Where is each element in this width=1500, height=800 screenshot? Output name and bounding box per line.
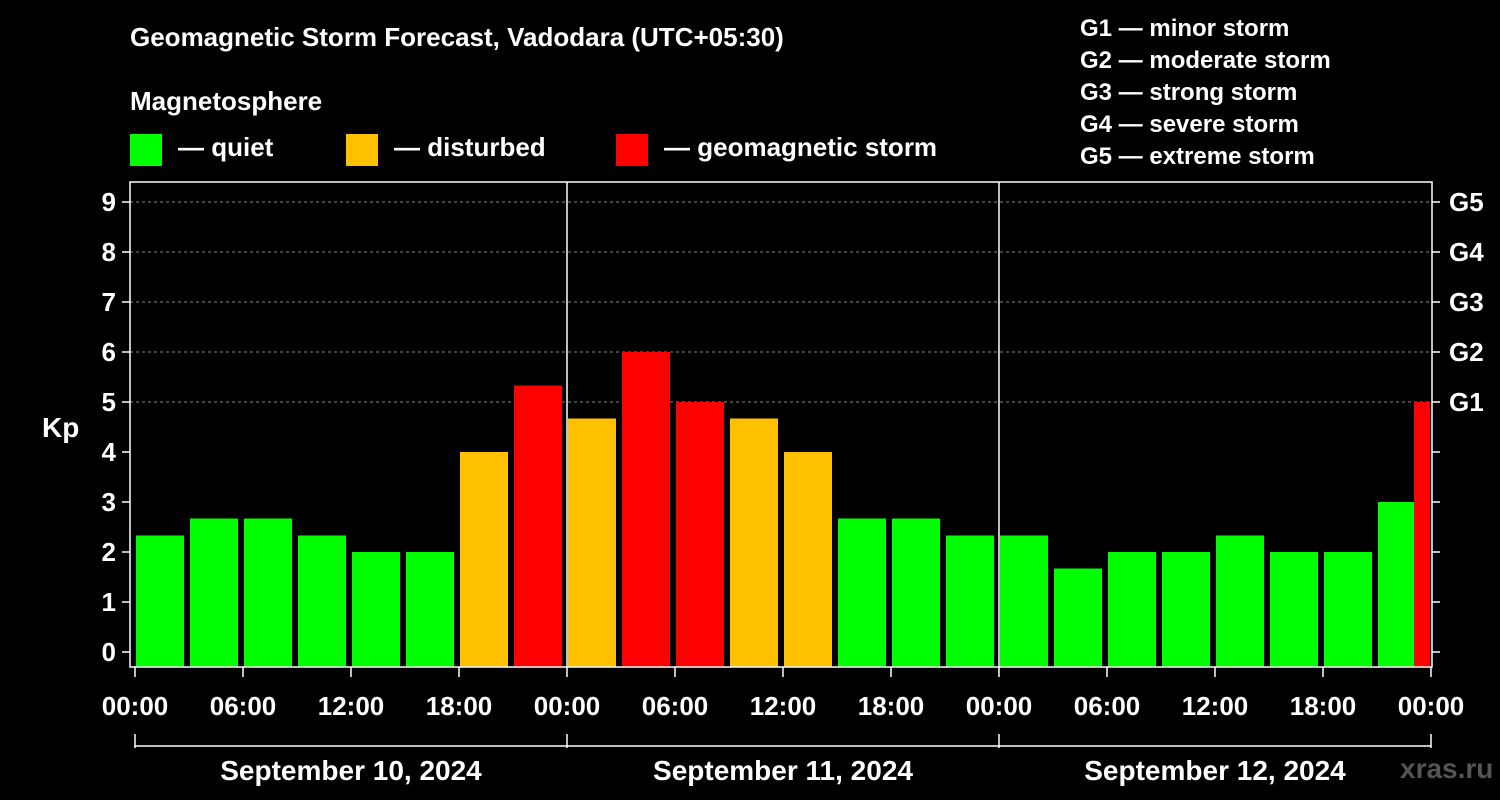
legend-swatch-storm bbox=[616, 134, 648, 166]
kp-bar-24 bbox=[1414, 402, 1430, 667]
plot-frame bbox=[129, 181, 1433, 668]
x-tick-label-8: 00:00 bbox=[966, 691, 1033, 721]
y-tick-label-3: 3 bbox=[102, 487, 116, 517]
chart-title: Geomagnetic Storm Forecast, Vadodara (UT… bbox=[130, 22, 784, 52]
x-tick-label-12: 00:00 bbox=[1398, 691, 1465, 721]
kp-bar-21 bbox=[1270, 552, 1318, 667]
right-tick-label-g1: G1 bbox=[1449, 387, 1484, 417]
y-tick-label-6: 6 bbox=[102, 337, 116, 367]
kp-bar-20 bbox=[1216, 535, 1264, 667]
x-tick-label-0: 00:00 bbox=[102, 691, 169, 721]
x-tick-label-7: 18:00 bbox=[858, 691, 925, 721]
x-tick-label-1: 06:00 bbox=[210, 691, 277, 721]
kp-bar-8 bbox=[568, 418, 616, 667]
day-label-2: September 12, 2024 bbox=[1084, 755, 1346, 786]
watermark: xras.ru bbox=[1400, 753, 1494, 784]
storm-scale-g4: G4 — severe storm bbox=[1080, 111, 1299, 138]
kp-bar-1 bbox=[190, 518, 238, 667]
x-tick-label-11: 18:00 bbox=[1290, 691, 1357, 721]
storm-scale-g3: G3 — strong storm bbox=[1080, 79, 1298, 106]
storm-scale-g1: G1 — minor storm bbox=[1080, 15, 1290, 42]
kp-bar-3 bbox=[298, 535, 346, 667]
kp-bar-6 bbox=[460, 452, 508, 667]
x-tick-label-4: 00:00 bbox=[534, 691, 601, 721]
kp-bar-2 bbox=[244, 518, 292, 667]
legend-label-disturbed: — disturbed bbox=[394, 132, 546, 162]
legend-swatch-disturbed bbox=[346, 134, 378, 166]
right-tick-label-g2: G2 bbox=[1449, 337, 1484, 367]
kp-bar-18 bbox=[1108, 552, 1156, 667]
storm-scale-g2: G2 — moderate storm bbox=[1080, 47, 1331, 74]
kp-bar-11 bbox=[730, 418, 778, 667]
day-label-1: September 11, 2024 bbox=[653, 755, 913, 786]
right-tick-label-g3: G3 bbox=[1449, 287, 1484, 317]
kp-bar-17 bbox=[1054, 568, 1102, 667]
y-tick-label-1: 1 bbox=[102, 587, 116, 617]
right-tick-label-g4: G4 bbox=[1449, 237, 1484, 267]
legend-label-storm: — geomagnetic storm bbox=[664, 132, 938, 162]
day-label-0: September 10, 2024 bbox=[220, 755, 482, 786]
kp-bar-13 bbox=[838, 518, 886, 667]
kp-bar-19 bbox=[1162, 552, 1210, 667]
x-tick-label-5: 06:00 bbox=[642, 691, 709, 721]
y-tick-label-5: 5 bbox=[102, 387, 116, 417]
kp-bar-10 bbox=[676, 402, 724, 667]
kp-bar-9 bbox=[622, 352, 670, 667]
y-tick-label-4: 4 bbox=[102, 437, 117, 467]
y-tick-label-2: 2 bbox=[102, 537, 116, 567]
kp-bar-0 bbox=[136, 535, 184, 667]
kp-bar-16 bbox=[1000, 535, 1048, 667]
kp-bar-22 bbox=[1324, 552, 1372, 667]
kp-bar-15 bbox=[946, 535, 994, 667]
y-tick-label-7: 7 bbox=[102, 287, 116, 317]
y-tick-label-8: 8 bbox=[102, 237, 116, 267]
storm-scale-g5: G5 — extreme storm bbox=[1080, 143, 1315, 170]
x-tick-label-9: 06:00 bbox=[1074, 691, 1141, 721]
kp-bar-12 bbox=[784, 452, 832, 667]
y-tick-label-9: 9 bbox=[102, 187, 116, 217]
kp-bar-7 bbox=[514, 385, 562, 667]
x-tick-label-10: 12:00 bbox=[1182, 691, 1249, 721]
y-tick-label-0: 0 bbox=[102, 637, 116, 667]
right-tick-label-g5: G5 bbox=[1449, 187, 1484, 217]
x-tick-label-6: 12:00 bbox=[750, 691, 817, 721]
legend-label-quiet: — quiet bbox=[178, 132, 274, 162]
kp-bar-5 bbox=[406, 552, 454, 667]
x-tick-label-3: 18:00 bbox=[426, 691, 493, 721]
legend-swatch-quiet bbox=[130, 134, 162, 166]
kp-bar-14 bbox=[892, 518, 940, 667]
x-tick-label-2: 12:00 bbox=[318, 691, 385, 721]
legend-title: Magnetosphere bbox=[130, 86, 323, 116]
y-axis-label: Kp bbox=[42, 412, 79, 443]
kp-bar-4 bbox=[352, 552, 400, 667]
